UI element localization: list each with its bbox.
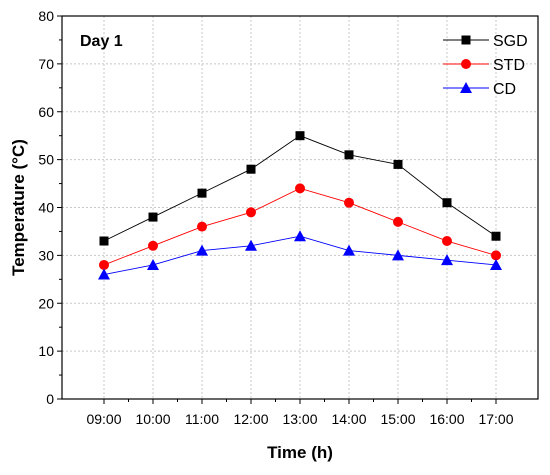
y-tick-label: 30 [38, 247, 54, 263]
data-point-sgd [148, 212, 158, 222]
data-point-std [246, 207, 256, 218]
x-tick-label: 10:00 [135, 411, 170, 427]
data-point-cd [147, 258, 159, 270]
data-point-cd [392, 249, 404, 261]
series-layer [98, 131, 502, 280]
data-point-sgd [344, 150, 354, 160]
legend-marker-std [461, 59, 471, 69]
series-std [99, 183, 501, 270]
data-point-sgd [246, 164, 256, 174]
series-cd [98, 230, 502, 280]
y-tick-label: 0 [46, 391, 54, 407]
legend-label-cd: CD [493, 81, 516, 98]
data-point-sgd [393, 159, 403, 169]
legend-marker-sgd [461, 35, 471, 45]
x-tick-label: 09:00 [86, 411, 121, 427]
legend-item-cd: CD [443, 81, 516, 98]
legend-label-sgd: SGD [493, 33, 528, 50]
x-tick-label: 14:00 [331, 411, 366, 427]
series-sgd [99, 131, 501, 246]
data-point-sgd [197, 188, 207, 198]
x-tick-label: 17:00 [478, 411, 513, 427]
legend-label-std: STD [493, 57, 525, 74]
y-tick-label: 50 [38, 152, 54, 168]
data-point-cd [490, 258, 502, 270]
data-point-std [148, 240, 158, 251]
y-tick-label: 60 [38, 104, 54, 120]
legend-item-std: STD [443, 57, 525, 74]
data-point-cd [196, 244, 208, 256]
data-point-std [295, 183, 305, 194]
y-tick-label: 10 [38, 343, 54, 359]
gridlines [62, 16, 538, 399]
data-point-std [393, 216, 403, 227]
data-point-cd [441, 254, 453, 266]
data-point-cd [343, 244, 355, 256]
data-point-cd [98, 268, 110, 280]
x-tick-label: 12:00 [233, 411, 268, 427]
data-point-std [344, 197, 354, 208]
y-tick-label: 40 [38, 200, 54, 216]
legend-marker-cd [460, 82, 472, 93]
x-tick-label: 13:00 [282, 411, 317, 427]
data-point-std [99, 259, 109, 270]
y-tick-label: 20 [38, 295, 54, 311]
data-point-sgd [99, 236, 109, 246]
data-point-cd [294, 230, 306, 242]
data-point-std [197, 221, 207, 232]
data-point-sgd [295, 131, 305, 141]
data-point-std [442, 236, 452, 247]
x-tick-label: 15:00 [380, 411, 415, 427]
data-point-std [491, 250, 501, 261]
axis-ticks: 0 10 20 30 40 50 60 70 80 09:00 10:00 11:00 12:00 13:… [38, 8, 513, 427]
x-axis-title: Time (h) [267, 443, 333, 462]
legend-item-sgd: SGD [443, 33, 528, 50]
legend: SGD STD CD [443, 33, 528, 98]
panel-label: Day 1 [80, 33, 123, 50]
y-axis-title: Temperature (°C) [9, 139, 28, 276]
x-tick-label: 16:00 [429, 411, 464, 427]
y-tick-label: 80 [38, 8, 54, 24]
y-tick-label: 70 [38, 56, 54, 72]
x-tick-label: 11:00 [185, 411, 219, 427]
data-point-sgd [491, 231, 501, 241]
data-point-sgd [442, 198, 452, 208]
data-point-cd [245, 239, 257, 251]
